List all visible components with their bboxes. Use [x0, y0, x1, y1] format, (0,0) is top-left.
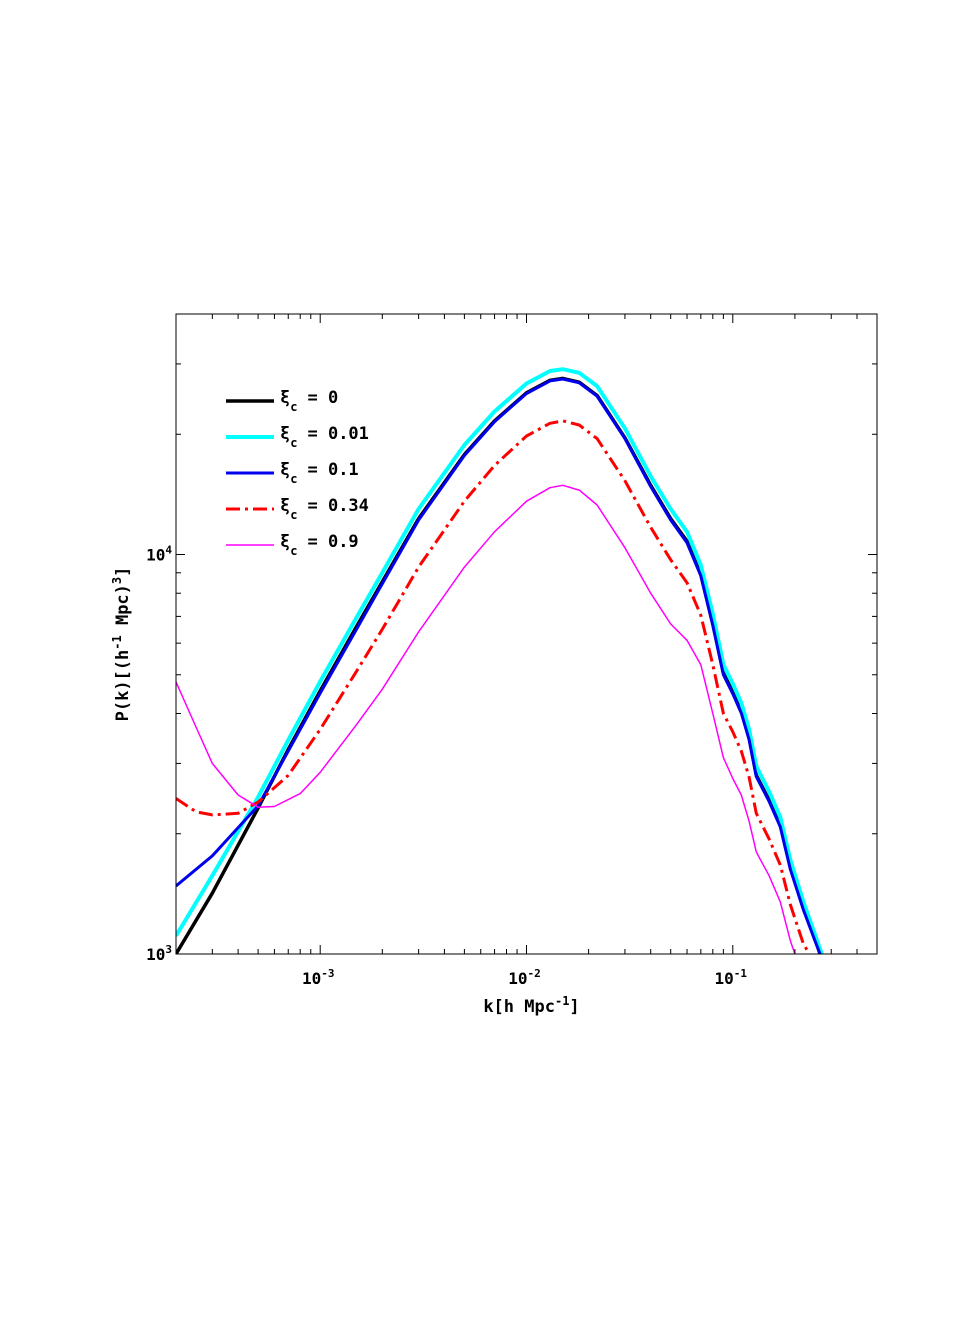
- series-line-1: [176, 367, 824, 954]
- legend-label-1: ξc = 0.01: [280, 424, 369, 450]
- y-tick-label-1: 104: [146, 544, 172, 565]
- plot-series: [176, 367, 824, 954]
- y-tick-label-0: 103: [146, 943, 172, 964]
- legend-label-2: ξc = 0.1: [280, 460, 359, 486]
- legend-label-4: ξc = 0.9: [280, 532, 359, 558]
- plot-frame: [175, 313, 878, 955]
- series-line-4: [176, 484, 796, 954]
- x-axis-label: k[h Mpc-1]: [483, 994, 579, 1017]
- x-tick-label-1: 10-2: [508, 967, 541, 988]
- legend: ξc = 0 ξc = 0.01 ξc = 0.1 ξc = 0.34 ξc = 0.9: [226, 388, 369, 558]
- x-tick-label-0: 10-3: [302, 967, 335, 988]
- x-tick-label-2: 10-1: [715, 967, 748, 988]
- series-line-3: [176, 419, 811, 954]
- legend-label-3: ξc = 0.34: [280, 496, 369, 522]
- y-axis-label: P(k)[(h-1 Mpc)3]: [110, 567, 133, 722]
- axis-tick-labels: 10-3 10-2 10-1 103 104: [146, 544, 747, 988]
- series-line-2: [176, 377, 822, 954]
- legend-label-0: ξc = 0: [280, 388, 338, 414]
- axis-ticks: [175, 313, 878, 955]
